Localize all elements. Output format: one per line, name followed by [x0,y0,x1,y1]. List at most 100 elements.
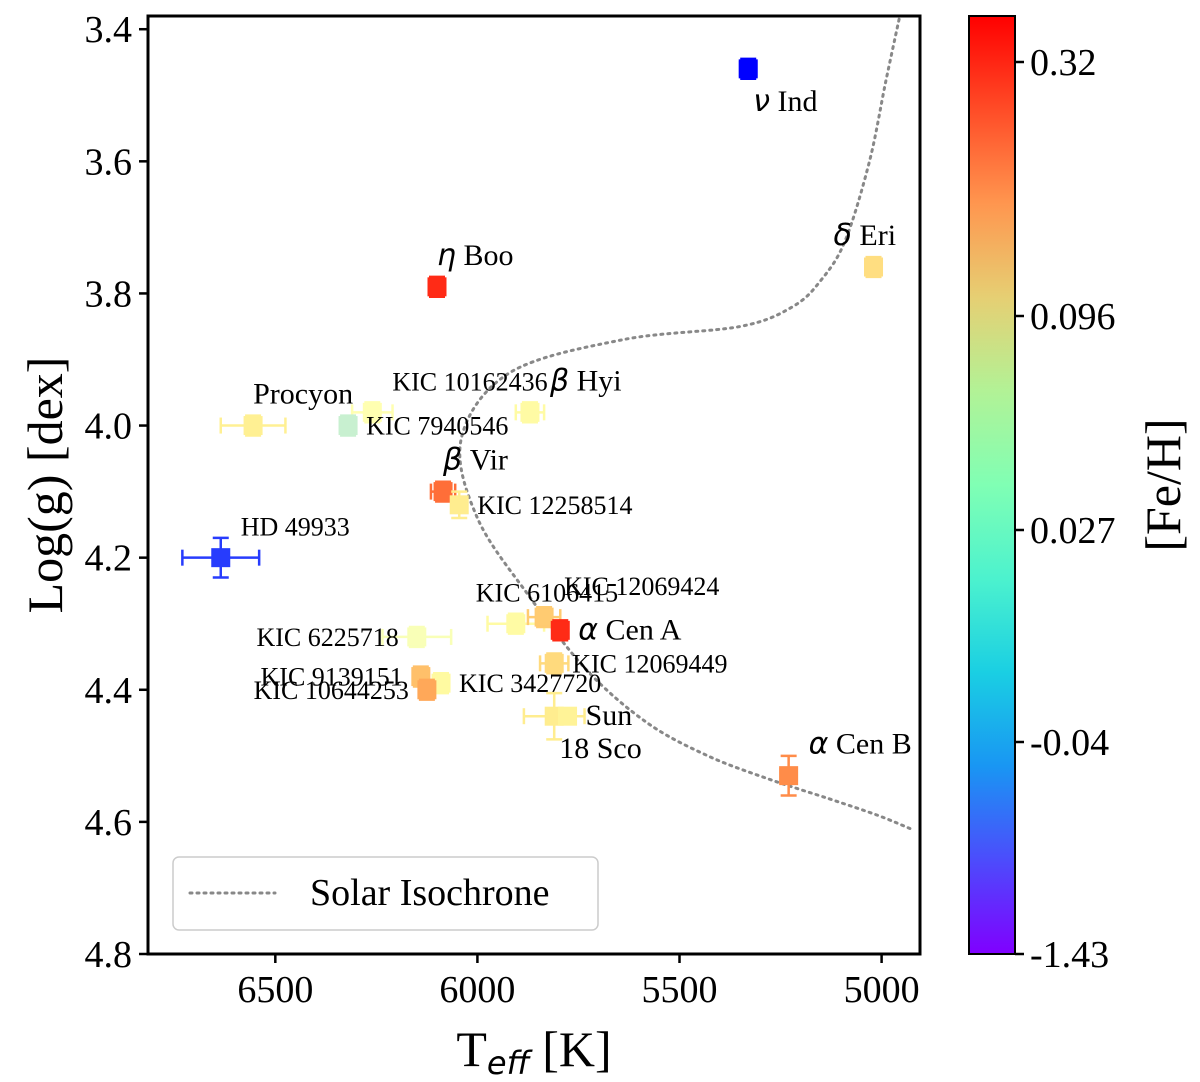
star-marker [534,607,554,627]
star-marker [558,706,578,726]
star-marker [433,482,453,502]
star-label: KIC 3427720 [459,669,601,698]
star-label: η Boo [437,238,514,273]
colorbar-tick-label: 0.027 [1030,510,1116,552]
star-point: KIC 10162436 [350,367,548,424]
star-marker [506,614,526,634]
star-label-greek: β [549,363,569,398]
star-point: KIC 12258514 [449,490,633,520]
star-label-greek: β [442,443,462,478]
star-label-greek: η [437,238,456,273]
star-label-greek: ν [753,84,770,119]
star-label: 18 Sco [559,732,642,765]
star-point: HD 49933 [181,513,350,579]
star-marker [407,627,427,647]
star-label-text: KIC 3427720 [459,669,601,698]
star-label-text: Vir [462,444,508,477]
isochrone-line [458,14,912,830]
star-label-text: Hyi [569,364,622,397]
star-label-text: Cen A [598,613,682,646]
star-label-text: 18 Sco [559,732,642,765]
x-tick-label: 6500 [237,969,313,1011]
star-label: KIC 10162436 [392,367,547,396]
star-label: KIC 6106415 [476,579,618,608]
star-label-greek: δ [834,218,852,253]
star-label-text: Cen B [828,728,911,761]
star-marker [544,653,564,673]
x-axis-title: Teff [K] [456,1021,611,1082]
star-point: β Hyi [514,363,622,424]
isochrone [458,14,912,830]
star-label: α Cen B [809,727,912,762]
star-label-text: Eri [852,219,896,252]
star-label-text: KIC 10644253 [254,676,409,705]
star-label: KIC 6225718 [257,623,399,652]
star-label: α Cen A [578,612,681,647]
star-label-text: KIC 6106415 [476,579,618,608]
star-label-text: Ind [770,85,818,118]
star-point: KIC 3427720 [431,669,601,698]
y-tick-label: 3.6 [85,141,133,183]
star-marker [362,402,382,422]
y-tick-label: 4.2 [85,538,133,580]
colorbar-tick-label: -0.04 [1030,722,1109,764]
plot-frame [146,14,922,956]
star-marker [211,548,231,568]
legend: Solar Isochrone [172,856,599,931]
star-label-text: KIC 6225718 [257,623,399,652]
x-axis-title-sub: eff [487,1044,534,1082]
star-point: δ Eri [834,218,896,279]
x-axis-title-main: T [456,1021,487,1077]
star-point: KIC 6225718 [257,623,453,652]
star-marker [738,59,758,79]
x-axis-title-unit: [K] [530,1021,612,1077]
y-tick-label: 3.8 [85,273,133,315]
y-axis-title: Log(g) [dex] [17,357,73,614]
x-tick-label: 6000 [439,969,515,1011]
star-label: β Hyi [549,363,622,398]
star-label-text: KIC 10162436 [392,367,547,396]
legend-box [172,856,599,931]
star-label: HD 49933 [241,513,350,542]
star-point: Sun [558,699,632,732]
star-point: α Cen B [779,727,912,797]
stars-layer: ν Ind δ Eri η Boo Procyon KIC 10162436 KIC 79… [181,57,912,797]
star-marker [338,416,358,436]
star-point: α Cen A [550,612,682,647]
colorbar: 0.32 0.096 0.027 -0.04 -1.43 [Fe/H] [968,15,1191,976]
star-label: Procyon [253,378,353,411]
axis-ticks: 3.4 3.6 3.8 4.0 4.2 4.4 4.6 4.8 6500 6000 5500 5000 [85,9,920,1011]
star-label: KIC 12069424 [564,572,719,601]
star-marker [550,620,570,640]
y-tick-label: 4.8 [85,934,133,976]
star-label: KIC 10644253 [254,676,409,705]
star-label-greek: α [809,727,829,762]
star-point: Procyon [219,378,353,437]
colorbar-ticks: 0.32 0.096 0.027 -0.04 -1.43 [1015,42,1116,976]
y-tick-label: 4.6 [85,802,133,844]
star-marker [243,416,263,436]
colorbar-tick-label: -1.43 [1030,934,1109,976]
colorbar-tick-label: 0.32 [1030,42,1097,84]
y-tick-label: 4.4 [85,670,133,712]
star-point: KIC 7940546 [338,412,508,441]
star-marker [520,402,540,422]
star-point: KIC 12069449 [538,649,727,678]
star-label: KIC 12258514 [477,491,632,520]
y-tick-label: 3.4 [85,9,133,51]
colorbar-title: [Fe/H] [1135,418,1191,551]
star-label-text: KIC 7940546 [366,412,508,441]
x-tick-label: 5500 [642,969,718,1011]
star-point: ν Ind [738,57,817,119]
star-label-text: Boo [456,239,514,272]
star-label: KIC 12069449 [572,649,727,678]
star-label-text: KIC 12069449 [572,649,727,678]
star-label: ν Ind [753,84,817,119]
x-tick-label: 5000 [844,969,920,1011]
star-label-text: KIC 12069424 [564,572,719,601]
star-label: KIC 9139151 [261,663,403,692]
star-marker [417,680,437,700]
star-point: η Boo [427,238,514,298]
star-marker [779,766,799,786]
